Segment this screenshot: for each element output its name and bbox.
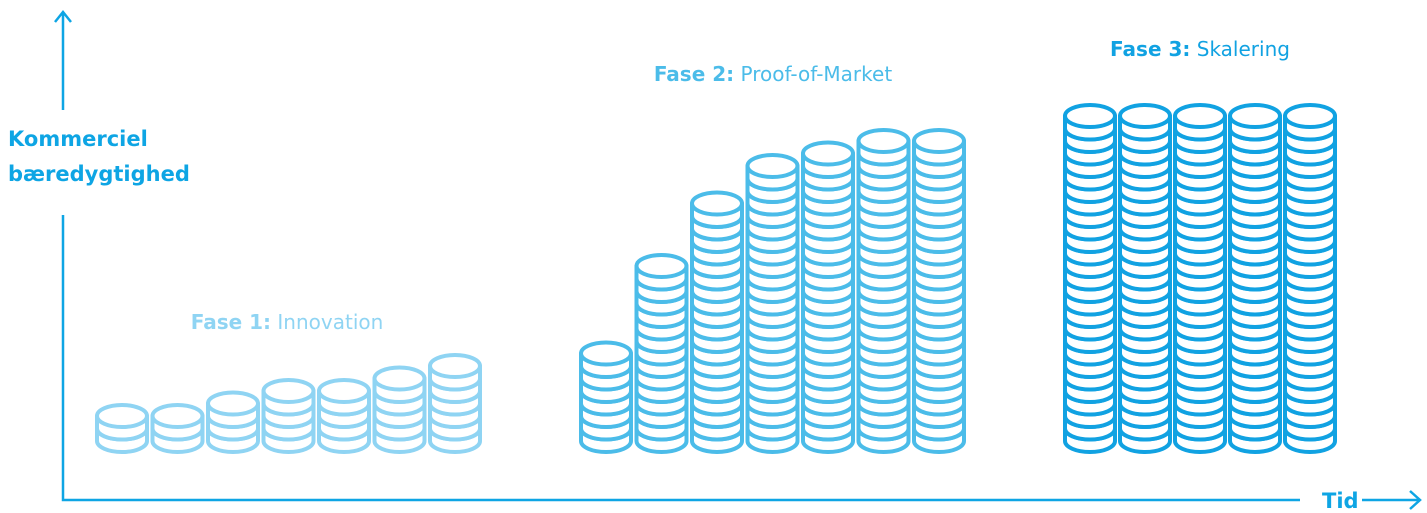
coin-stack (208, 393, 258, 453)
phase-prefix: Fase 2: (654, 62, 734, 86)
coin-top (375, 368, 425, 390)
coin-top (153, 405, 203, 427)
coin-stack (1175, 105, 1225, 452)
phase-name: Innovation (277, 310, 383, 334)
coin-stack (1285, 105, 1335, 452)
x-axis-label: Tid (1322, 489, 1359, 513)
phase-label: Fase 3: Skalering (1110, 37, 1290, 61)
coin-top (1230, 105, 1280, 127)
phase-label: Fase 1: Innovation (191, 310, 384, 334)
coin-top (748, 155, 798, 177)
coin-stack (430, 355, 480, 452)
coin-stack (1065, 105, 1115, 452)
coin-top (914, 130, 964, 152)
coin-top (1285, 105, 1335, 127)
phase-label: Fase 2: Proof-of-Market (654, 62, 893, 86)
coin-stack (803, 143, 853, 453)
coin-stack (97, 405, 147, 452)
coin-stack (1230, 105, 1280, 452)
coin-top (319, 380, 369, 402)
coin-stack (914, 130, 964, 452)
diagram: Kommerciel bæredygtighed Tid Fase 1: Inn… (0, 0, 1427, 513)
coin-top (581, 343, 631, 365)
x-arrow (1362, 491, 1420, 509)
phase-name: Skalering (1197, 37, 1290, 61)
phase-prefix: Fase 3: (1110, 37, 1190, 61)
y-axis-label: Kommerciel (8, 127, 148, 151)
coin-stack (637, 255, 687, 452)
coin-stack (581, 343, 631, 453)
coin-top (1175, 105, 1225, 127)
coin-top (692, 193, 742, 215)
coin-stack (375, 368, 425, 453)
coin-top (859, 130, 909, 152)
phase-name: Proof-of-Market (741, 62, 893, 86)
coin-top (208, 393, 258, 415)
coin-top (637, 255, 687, 277)
coin-stack (264, 380, 314, 452)
y-axis-label: bæredygtighed (8, 162, 190, 186)
coin-top (264, 380, 314, 402)
coin-stack (153, 405, 203, 452)
coin-top (803, 143, 853, 165)
coin-stack (1120, 105, 1170, 452)
coin-top (1120, 105, 1170, 127)
page: {"axes": {"y_label": ["Kommerciel", "bær… (0, 0, 1427, 513)
coin-top (97, 405, 147, 427)
coin-stack (692, 193, 742, 452)
coin-stack (319, 380, 369, 452)
coin-top (430, 355, 480, 377)
coin-stack (859, 130, 909, 452)
phase-prefix: Fase 1: (191, 310, 271, 334)
coin-stack (748, 155, 798, 452)
coin-top (1065, 105, 1115, 127)
